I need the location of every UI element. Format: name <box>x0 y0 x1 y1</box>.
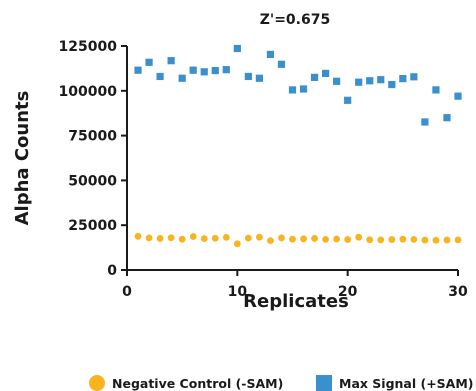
data-point-max-signal <box>399 75 407 83</box>
data-point-negative-control <box>366 236 374 244</box>
data-point-negative-control <box>454 236 462 244</box>
data-point-max-signal <box>355 78 363 86</box>
data-point-max-signal <box>244 72 252 81</box>
legend-label-max-signal: Max Signal (+SAM) <box>339 376 474 391</box>
data-point-negative-control <box>267 237 274 245</box>
data-point-max-signal <box>299 85 308 93</box>
data-point-max-signal <box>454 92 462 100</box>
data-point-negative-control <box>333 235 341 243</box>
data-point-max-signal <box>344 96 352 104</box>
data-point-negative-control <box>322 235 329 243</box>
x-tick-label: 30 <box>448 284 468 300</box>
data-point-negative-control <box>410 235 418 243</box>
data-point-negative-control <box>388 236 396 243</box>
x-tick-label: 0 <box>122 284 132 300</box>
data-point-negative-control <box>134 232 142 240</box>
data-point-negative-control <box>244 234 252 242</box>
data-point-max-signal <box>377 76 385 84</box>
data-point-max-signal <box>134 66 142 74</box>
data-point-negative-control <box>145 234 153 242</box>
data-point-negative-control <box>300 235 307 243</box>
data-point-negative-control <box>222 233 230 241</box>
data-point-max-signal <box>388 80 396 89</box>
data-point-negative-control <box>200 235 208 243</box>
data-point-negative-control <box>432 236 440 244</box>
data-point-negative-control <box>178 235 186 243</box>
legend-marker-negative-control <box>89 375 105 391</box>
x-axis-title: Replicates <box>243 291 349 312</box>
data-point-max-signal <box>366 77 374 85</box>
data-point-max-signal <box>266 50 275 59</box>
data-point-max-signal <box>288 86 297 94</box>
data-point-max-signal <box>443 114 451 122</box>
data-point-negative-control <box>443 236 451 244</box>
data-point-max-signal <box>178 74 186 82</box>
data-point-max-signal <box>277 60 286 68</box>
data-point-max-signal <box>322 69 330 78</box>
data-points <box>134 44 462 248</box>
data-point-max-signal <box>145 58 153 66</box>
data-point-max-signal <box>156 72 164 81</box>
legend: Negative Control (-SAM) Max Signal (+SAM) <box>89 375 474 391</box>
y-tick-label: 25000 <box>68 218 117 234</box>
data-point-negative-control <box>355 233 363 241</box>
data-point-negative-control <box>344 236 352 243</box>
data-point-negative-control <box>399 235 407 243</box>
y-axis-title-group: Alpha Counts <box>12 91 33 226</box>
data-point-max-signal <box>410 73 418 81</box>
data-point-negative-control <box>189 233 197 240</box>
data-point-max-signal <box>432 86 440 94</box>
y-axis-title: Alpha Counts <box>12 91 33 226</box>
data-point-negative-control <box>156 235 164 242</box>
data-point-max-signal <box>333 77 341 85</box>
y-tick-label: 125000 <box>59 39 118 55</box>
data-point-negative-control <box>377 236 385 244</box>
data-point-negative-control <box>233 240 241 248</box>
x-tick-label: 10 <box>228 284 248 300</box>
data-point-max-signal <box>200 68 208 76</box>
data-point-max-signal <box>167 57 175 65</box>
data-point-negative-control <box>421 236 429 244</box>
data-point-max-signal <box>255 74 263 82</box>
x-tick-label: 20 <box>338 284 358 300</box>
legend-marker-max-signal <box>316 375 332 391</box>
data-point-max-signal <box>421 118 429 126</box>
y-tick-label: 75000 <box>68 129 117 145</box>
data-point-max-signal <box>189 66 197 74</box>
y-tick-label: 50000 <box>68 173 117 189</box>
y-tick-label: 100000 <box>59 84 118 100</box>
y-tick-label: 0 <box>107 263 117 279</box>
data-point-max-signal <box>310 73 319 81</box>
data-point-negative-control <box>256 233 263 241</box>
data-point-max-signal <box>233 44 241 53</box>
data-point-max-signal <box>222 66 230 74</box>
data-point-negative-control <box>289 235 296 243</box>
data-point-negative-control <box>211 234 219 242</box>
legend-label-negative-control: Negative Control (-SAM) <box>112 376 283 391</box>
data-point-negative-control <box>311 235 318 242</box>
data-point-negative-control <box>278 234 285 242</box>
data-point-negative-control <box>167 234 175 242</box>
chart-title: Z'=0.675 <box>260 12 330 28</box>
data-point-max-signal <box>211 66 219 75</box>
axes: 0 25000 50000 75000 100000 125000 0 10 20 30 <box>59 39 468 300</box>
